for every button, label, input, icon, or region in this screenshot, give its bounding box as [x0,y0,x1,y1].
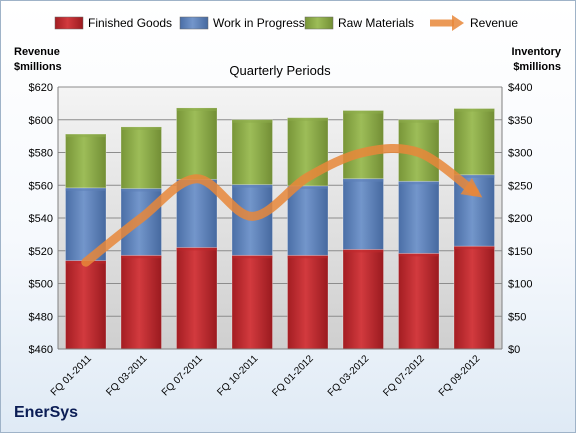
revenue-line-path [81,144,483,267]
bar-work-in-progress-cap [231,184,273,188]
x-tick-label: FQ 01-2011 [49,353,94,398]
bar-raw-materials-cap [287,117,329,121]
bar-raw-materials [342,110,384,180]
right-tick-label: $350 [508,115,532,127]
right-tick-label: $0 [508,344,520,356]
bar-work-in-progress-cap [342,178,384,182]
bar-raw-materials [453,108,495,176]
revenue-line [81,144,483,267]
bar-work-in-progress-cap [120,188,162,192]
left-axis-label-1: Revenue [14,46,60,58]
x-tick-label: FQ 09-2012 [437,353,483,399]
legend-label: Revenue [470,16,518,30]
legend-label: Raw Materials [338,16,414,30]
bar-raw-materials-cap [342,110,384,114]
legend: Finished Goods Work in Progress Raw Materi… [54,15,518,31]
right-tick-label: $150 [508,246,532,258]
legend-label: Work in Progress [213,16,305,30]
right-tick-label: $400 [508,82,532,94]
legend-swatch-raw-materials [304,16,334,30]
bar-work-in-progress [287,185,329,256]
bar-raw-materials-cap [120,126,162,130]
bar-raw-materials-cap [231,119,273,123]
legend-arrow-icon [452,15,464,31]
x-tick-label: FQ 01-2012 [270,353,316,399]
left-tick-label: $620 [29,82,53,94]
x-tick-label: FQ 03-2012 [326,353,372,399]
brand-logo-text: EnerSys [14,404,79,421]
left-tick-label: $540 [29,213,53,225]
bar-raw-materials-cap [453,108,495,112]
bar-raw-materials-cap [176,107,218,111]
bar-finished-goods-cap [287,255,329,259]
bar-finished-goods [342,249,384,350]
bars [65,107,495,350]
bar-finished-goods-cap [453,246,495,250]
x-tick-label: FQ 03-2011 [104,353,149,398]
right-tick-label: $100 [508,279,532,291]
bar-work-in-progress-cap [287,185,329,189]
bar-finished-goods [120,254,162,350]
left-tick-label: $560 [29,180,53,192]
x-tick-label: FQ 10-2011 [215,353,260,398]
bar-raw-materials [120,126,162,189]
bar-work-in-progress-cap [453,174,495,178]
x-tick-label: FQ 07-2011 [160,353,205,398]
bar-work-in-progress [176,178,218,248]
bar-raw-materials [176,107,218,180]
bar-finished-goods [65,260,107,350]
bar-finished-goods-cap [342,249,384,253]
bar-finished-goods-cap [231,255,273,259]
bar-work-in-progress-cap [398,181,440,185]
bar-work-in-progress [398,180,440,254]
bar-finished-goods [231,254,273,350]
x-tick-label: FQ 07-2012 [381,353,427,399]
legend-swatch-work-in-progress [179,16,209,30]
bar-raw-materials-cap [65,134,107,138]
right-tick-label: $50 [508,311,526,323]
chart-title: Quarterly Periods [229,63,331,78]
legend-swatch-finished-goods [54,16,84,30]
right-axis-label-2: $millions [513,61,561,73]
left-tick-label: $580 [29,148,53,160]
bar-finished-goods-cap [176,247,218,251]
bar-finished-goods [176,247,218,350]
right-tick-label: $200 [508,213,532,225]
bar-finished-goods-cap [398,253,440,257]
bar-work-in-progress [342,178,384,250]
bar-finished-goods [453,245,495,350]
right-tick-label: $250 [508,180,532,192]
left-tick-label: $500 [29,279,53,291]
left-tick-label: $520 [29,246,53,258]
left-tick-label: $600 [29,115,53,127]
bar-finished-goods [287,254,329,350]
left-tick-label: $460 [29,344,53,356]
left-axis-label-2: $millions [14,61,62,73]
left-tick-label: $480 [29,311,53,323]
bar-finished-goods [398,252,440,350]
bar-raw-materials [231,119,273,185]
right-axis-label-1: Inventory [511,46,561,58]
legend-label: Finished Goods [88,16,172,30]
bar-finished-goods-cap [120,255,162,259]
bar-work-in-progress-cap [65,187,107,191]
right-tick-label: $300 [508,148,532,160]
bar-raw-materials-cap [398,119,440,123]
bar-raw-materials [65,133,107,189]
